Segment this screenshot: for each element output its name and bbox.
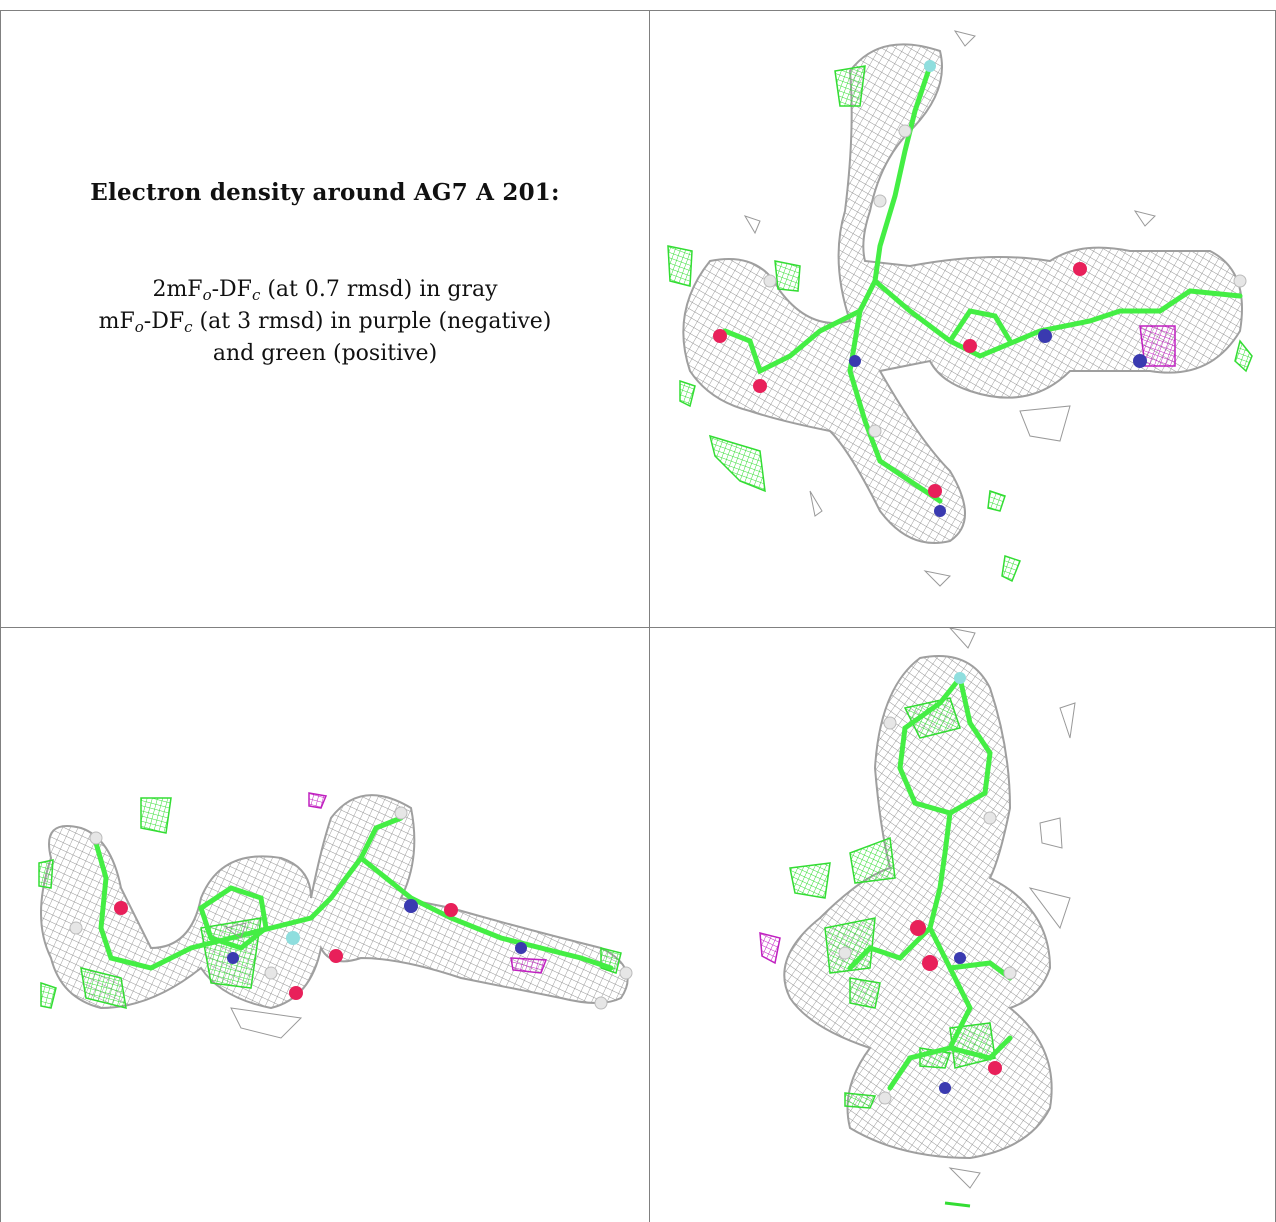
oxygen-atom xyxy=(988,1061,1002,1075)
nitrogen-atom xyxy=(227,952,239,964)
oxygen-atom xyxy=(713,329,727,343)
hydrogen-atom xyxy=(883,716,897,730)
caption-legend: 2mFo-DFc (at 0.7 rmsd) in gray mFo-DFc (… xyxy=(99,274,552,370)
hydrogen-atom xyxy=(594,996,608,1010)
view-top-right xyxy=(650,11,1275,627)
hydrogen-atom xyxy=(89,831,103,845)
oxygen-atom xyxy=(329,949,343,963)
atoms xyxy=(838,672,1017,1105)
nitrogen-atom xyxy=(1038,329,1052,343)
hydrogen-atom xyxy=(1233,274,1247,288)
nitrogen-atom xyxy=(849,355,861,367)
nitrogen-atom xyxy=(404,899,418,913)
hydrogen-atom xyxy=(264,966,278,980)
density-positive-green xyxy=(667,65,1253,583)
hydrogen-atom xyxy=(69,921,83,935)
stray-mesh-fragments xyxy=(948,628,1076,1189)
nitrogen-atom xyxy=(939,1082,951,1094)
hydrogen-atom xyxy=(868,424,882,438)
density-mesh-gray xyxy=(682,43,1243,544)
view-bottom-left xyxy=(1,628,649,1222)
density-negative-purple xyxy=(510,957,548,974)
density-positive-green xyxy=(789,697,996,1109)
density-mesh-gray xyxy=(40,794,629,1010)
fluorine-atom xyxy=(954,672,966,684)
table-top-border xyxy=(0,10,1276,11)
oxygen-atom xyxy=(444,903,458,917)
table-center-border xyxy=(649,10,650,1222)
ligand-model xyxy=(93,815,614,971)
atoms xyxy=(69,806,633,1010)
density-negative-purple xyxy=(759,932,781,965)
nitrogen-atom xyxy=(515,942,527,954)
hydrogen-atom xyxy=(1003,966,1017,980)
nitrogen-atom xyxy=(954,952,966,964)
oxygen-atom xyxy=(910,920,926,936)
oxygen-atom xyxy=(963,339,977,353)
hydrogen-atom xyxy=(873,194,887,208)
oxygen-atom xyxy=(289,986,303,1000)
hydrogen-atom xyxy=(898,124,912,138)
stray-mesh-fragments xyxy=(224,922,303,1039)
oxygen-atom xyxy=(922,955,938,971)
nitrogen-atom xyxy=(1133,354,1147,368)
oxygen-atom xyxy=(928,484,942,498)
oxygen-atom xyxy=(114,901,128,915)
hydrogen-atom xyxy=(983,811,997,825)
ligand-model xyxy=(847,672,1013,1091)
density-negative-purple xyxy=(308,792,328,809)
fluorine-atom xyxy=(286,931,300,945)
legend-line-difference: mFo-DFc (at 3 rmsd) in purple (negative) xyxy=(98,309,552,336)
hydrogen-atom xyxy=(878,1091,892,1105)
table-left-border xyxy=(0,10,1,1222)
density-negative-purple xyxy=(1139,325,1176,367)
caption-heading: Electron density around AG7 A 201: xyxy=(90,179,560,206)
hydrogen-atom xyxy=(763,274,777,288)
oxygen-atom xyxy=(1073,262,1087,276)
hydrogen-atom xyxy=(619,966,633,980)
view-bottom-right xyxy=(650,628,1275,1222)
nitrogen-atom xyxy=(934,505,946,517)
legend-line-gray: 2mFo-DFc (at 0.7 rmsd) in gray xyxy=(152,277,498,304)
hydrogen-atom xyxy=(838,946,852,960)
oxygen-atom xyxy=(753,379,767,393)
stray-mesh-fragments xyxy=(743,30,1156,587)
legend-line-green: and green (positive) xyxy=(212,341,438,366)
caption-cell: Electron density around AG7 A 201: 2mFo-… xyxy=(1,11,649,627)
table-middle-border xyxy=(0,627,1276,628)
hydrogen-atom xyxy=(394,806,408,820)
fluorine-atom xyxy=(924,60,936,72)
density-positive-green xyxy=(944,1201,971,1208)
atoms xyxy=(713,60,1247,517)
